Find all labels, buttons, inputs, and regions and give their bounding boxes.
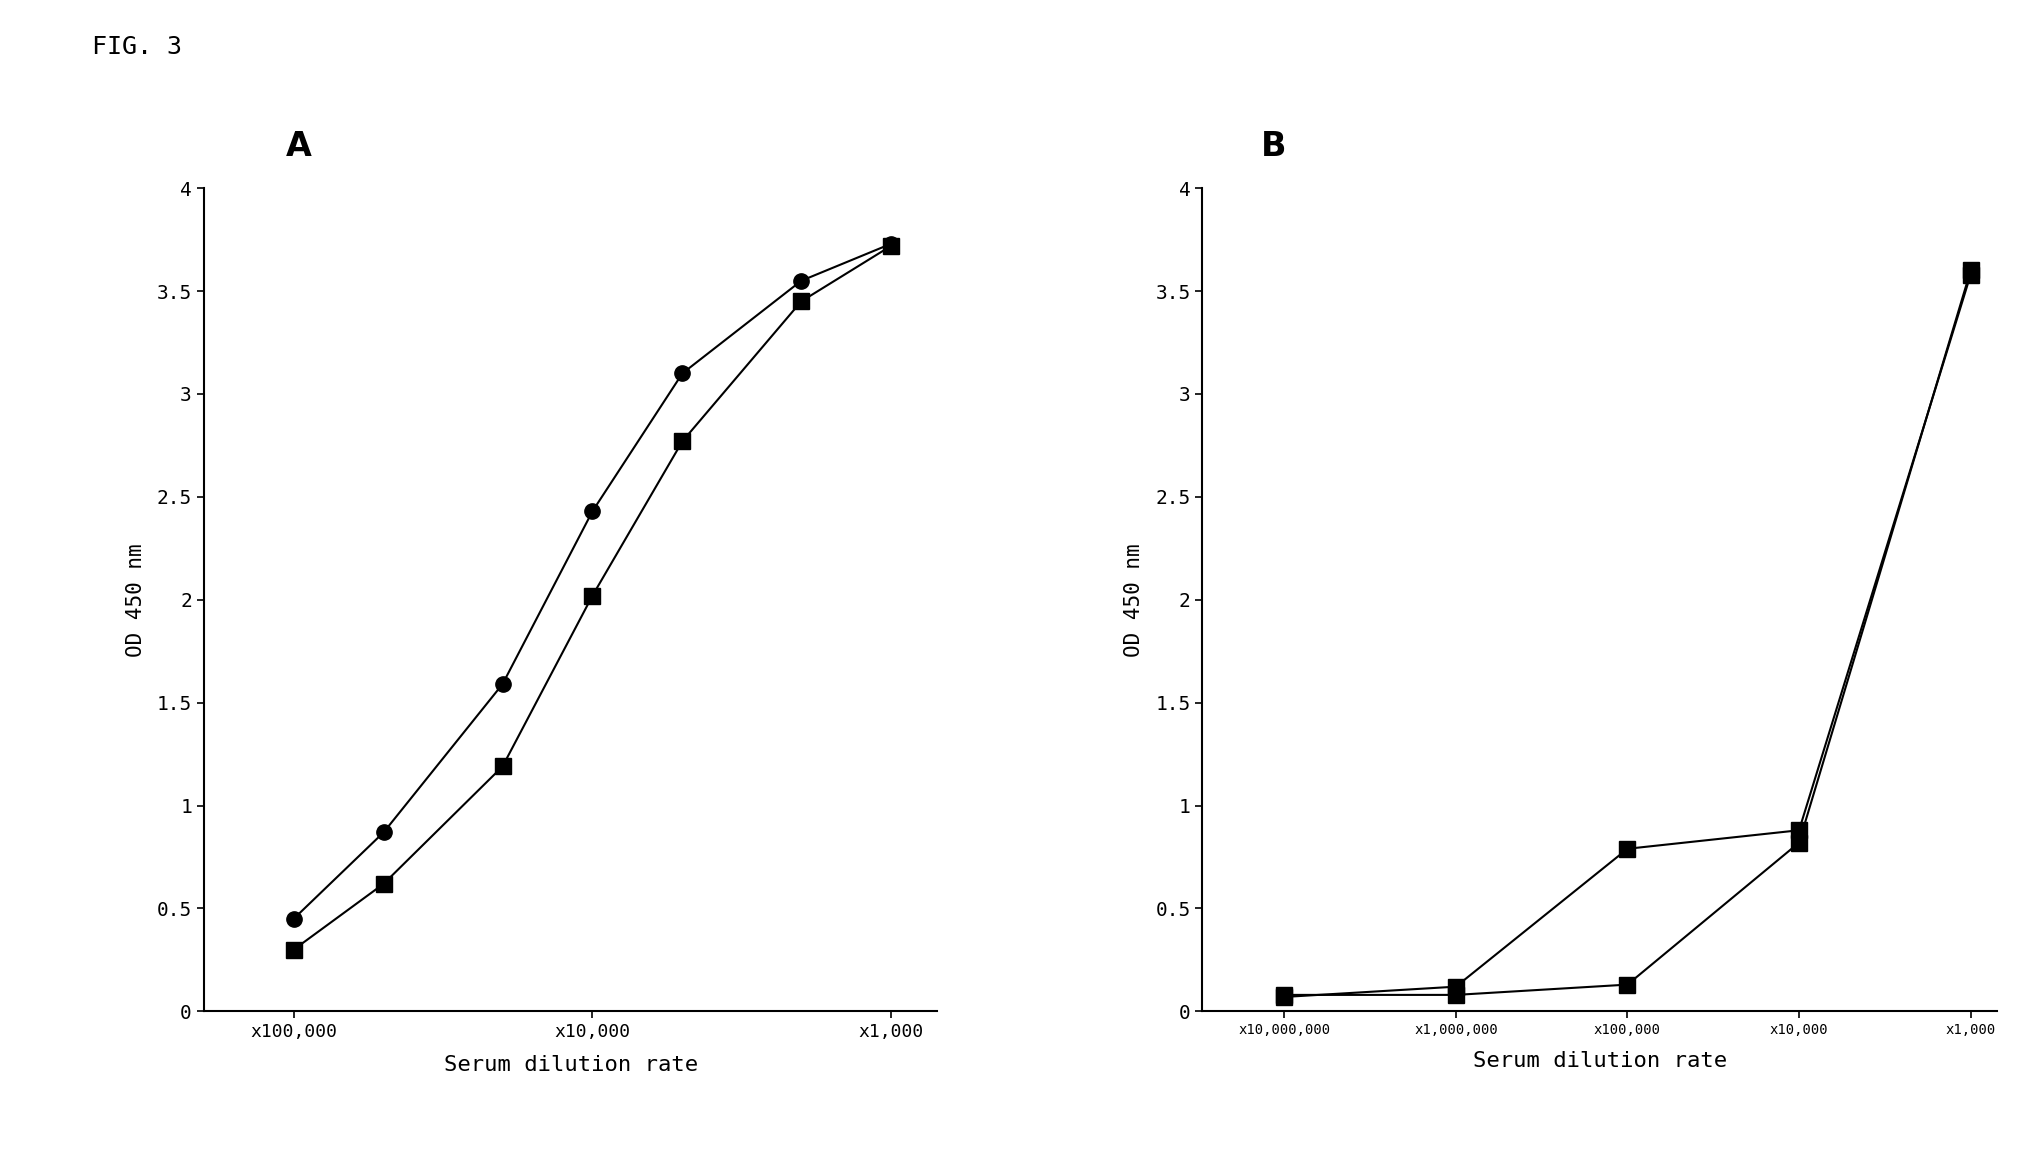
X-axis label: Serum dilution rate: Serum dilution rate xyxy=(1473,1051,1726,1071)
Y-axis label: OD 450 nm: OD 450 nm xyxy=(126,543,145,656)
X-axis label: Serum dilution rate: Serum dilution rate xyxy=(444,1055,697,1075)
Text: B: B xyxy=(1262,131,1286,163)
Text: A: A xyxy=(285,131,312,163)
Y-axis label: OD 450 nm: OD 450 nm xyxy=(1125,543,1143,656)
Text: FIG. 3: FIG. 3 xyxy=(92,35,181,59)
